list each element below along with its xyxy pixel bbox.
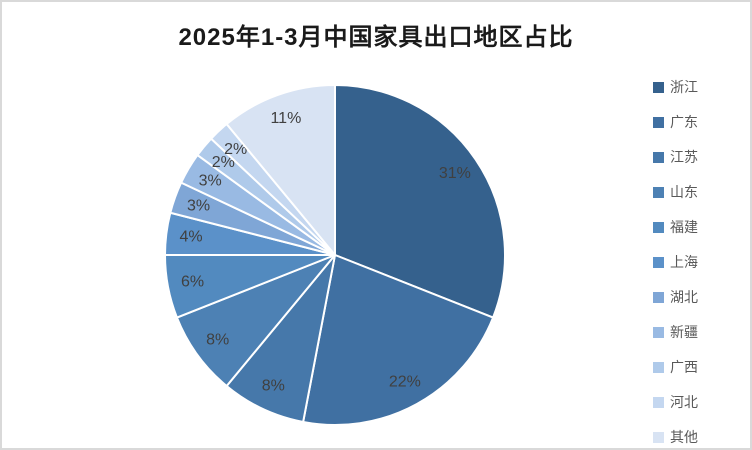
- legend-label: 其他: [670, 429, 698, 445]
- slice-label-湖北: 3%: [187, 197, 210, 214]
- legend-item-河北: 河北: [653, 392, 698, 412]
- legend-label: 上海: [670, 254, 698, 270]
- legend-swatch-icon: [653, 396, 664, 408]
- slice-label-广东: 22%: [389, 374, 421, 391]
- slice-label-广西: 2%: [212, 154, 235, 171]
- legend-item-福建: 福建: [653, 217, 698, 237]
- legend-item-浙江: 浙江: [653, 77, 698, 97]
- legend-swatch-icon: [653, 151, 664, 163]
- legend-swatch-icon: [653, 186, 664, 198]
- legend-item-广西: 广西: [653, 357, 698, 377]
- chart-title: 2025年1-3月中国家具出口地区占比: [178, 24, 574, 51]
- legend-item-广东: 广东: [653, 112, 698, 132]
- legend-swatch-icon: [653, 256, 664, 268]
- slice-label-河北: 2%: [224, 141, 247, 158]
- legend-label: 新疆: [670, 324, 698, 340]
- legend-item-山东: 山东: [653, 182, 698, 202]
- slice-label-福建: 6%: [181, 274, 204, 291]
- legend-swatch-icon: [653, 326, 664, 338]
- slice-label-其他: 11%: [270, 110, 301, 127]
- legend-swatch-icon: [653, 291, 664, 303]
- slice-label-新疆: 3%: [199, 173, 222, 190]
- legend-label: 浙江: [670, 79, 698, 95]
- chart-legend: 浙江广东江苏山东福建上海湖北新疆广西河北其他: [653, 77, 698, 447]
- legend-swatch-icon: [653, 116, 664, 128]
- slice-label-江苏: 8%: [262, 378, 285, 395]
- slice-label-浙江: 31%: [439, 165, 471, 182]
- legend-item-江苏: 江苏: [653, 147, 698, 167]
- legend-label: 福建: [670, 219, 698, 235]
- legend-label: 广东: [670, 114, 698, 130]
- legend-label: 江苏: [670, 149, 698, 165]
- legend-label: 广西: [670, 359, 698, 375]
- pie-slice-其他: [225, 84, 336, 256]
- legend-item-新疆: 新疆: [653, 322, 698, 342]
- pie-slice-浙江: [334, 84, 506, 319]
- legend-item-上海: 上海: [653, 252, 698, 272]
- legend-label: 湖北: [670, 289, 698, 305]
- legend-label: 山东: [670, 184, 698, 200]
- legend-swatch-icon: [653, 221, 664, 233]
- legend-swatch-icon: [653, 431, 664, 443]
- legend-swatch-icon: [653, 361, 664, 373]
- slice-label-山东: 8%: [206, 332, 229, 349]
- legend-swatch-icon: [653, 81, 664, 93]
- legend-label: 河北: [670, 394, 698, 410]
- slice-label-上海: 4%: [180, 228, 203, 245]
- pie-slice-广东: [302, 254, 495, 426]
- legend-item-其他: 其他: [653, 427, 698, 447]
- legend-item-湖北: 湖北: [653, 287, 698, 307]
